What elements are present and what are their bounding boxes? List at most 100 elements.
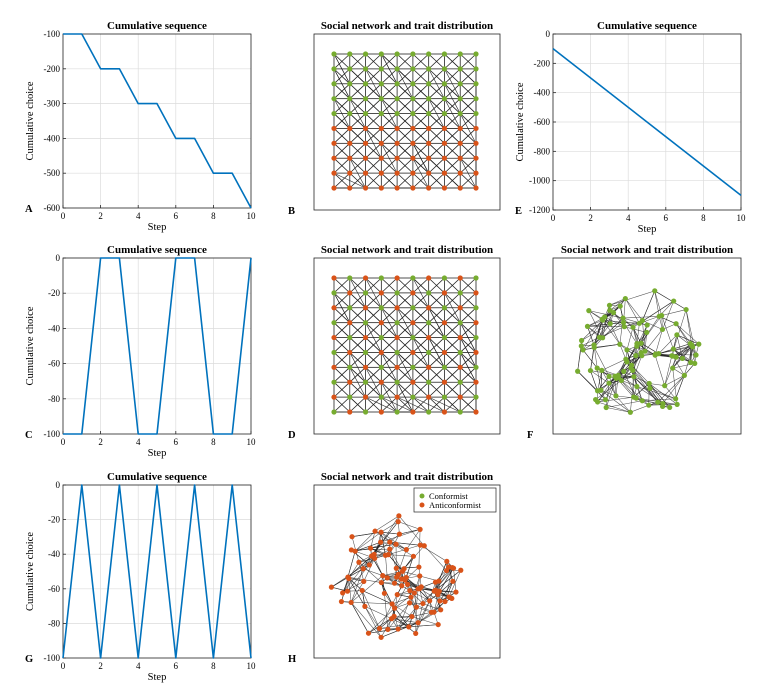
anticonformist-node (393, 565, 399, 571)
anticonformist-node (356, 559, 362, 565)
anticonformist-node (378, 320, 384, 326)
network-edge (333, 292, 351, 309)
conformist-node (693, 352, 699, 358)
network-edge (396, 396, 429, 413)
network-edge (630, 404, 649, 413)
network-edge (609, 298, 626, 311)
anticonformist-node (347, 320, 353, 326)
conformist-node (683, 306, 689, 313)
anticonformist-node (378, 290, 384, 296)
anticonformist-node (438, 607, 444, 613)
network-edge (349, 352, 366, 383)
conformist-node (621, 324, 627, 330)
network-edge (363, 558, 375, 582)
network-edge (416, 606, 432, 613)
conformist-node (607, 321, 613, 327)
network-edge (428, 337, 445, 368)
x-tick-label: 4 (136, 211, 141, 221)
network-edge (649, 383, 670, 408)
anticonformist-node (394, 592, 400, 598)
network-edge (388, 554, 414, 557)
anticonformist-node (378, 409, 384, 415)
panel-H: Social network and trait distribution Con… (288, 471, 501, 665)
panel-E: Cumulative sequence 0 2 4 6 8 10 -1200 -1000 -800… (515, 20, 746, 235)
conformist-node (644, 322, 650, 328)
anticonformist-node (362, 275, 369, 281)
conformist-node (628, 365, 634, 371)
network-edge (597, 370, 603, 391)
conformist-node (457, 81, 463, 87)
y-tick-label: -40 (48, 549, 60, 559)
network-edge (459, 53, 477, 70)
conformist-node (655, 399, 661, 405)
network-edge (396, 307, 414, 338)
network-edge (349, 396, 366, 413)
x-tick-label: 8 (211, 437, 216, 447)
anticonformist-node (361, 578, 367, 585)
network-edge (333, 53, 351, 70)
anticonformist-node (457, 140, 463, 146)
network-edge (411, 616, 439, 625)
network-edge (664, 355, 673, 386)
network-edge (384, 593, 389, 630)
network-edge (609, 290, 655, 306)
network-edge (349, 352, 366, 368)
conformist-node (410, 66, 416, 72)
anticonformist-node (441, 379, 448, 385)
anticonformist-node (457, 170, 463, 176)
conformist-node (673, 354, 679, 360)
network-edge (661, 309, 687, 316)
x-tick-label: 2 (588, 213, 593, 223)
network-edge (444, 367, 461, 383)
anticonformist-node (473, 320, 479, 326)
network-edge (397, 616, 413, 630)
conformist-node (621, 368, 627, 374)
anticonformist-node (406, 624, 412, 630)
network-edge (381, 98, 398, 129)
chart-title: Cumulative sequence (597, 20, 697, 32)
network-edge (333, 68, 351, 99)
conformist-node (457, 110, 463, 117)
anticonformist-node (404, 581, 411, 587)
network-edge (381, 277, 398, 294)
y-tick-label: -1000 (529, 176, 550, 186)
network-edge (625, 298, 640, 324)
network-edge (398, 515, 425, 546)
network-edge (349, 98, 366, 114)
anticonformist-node (378, 379, 384, 385)
anticonformist-node (394, 170, 400, 176)
anticonformist-node (392, 605, 398, 611)
conformist-node (473, 305, 479, 311)
network-edge (381, 396, 414, 413)
y-tick-label: -20 (48, 288, 60, 298)
conformist-node (410, 81, 416, 87)
conformist-node (441, 364, 448, 370)
x-axis-label: Step (148, 672, 167, 683)
network-edge (602, 322, 624, 339)
network-edge (640, 324, 648, 344)
anticonformist-node (410, 290, 416, 296)
conformist-node (347, 110, 353, 117)
anticonformist-node (441, 349, 448, 356)
network-edge (444, 292, 461, 309)
anticonformist-node (394, 275, 400, 281)
network-edge (396, 337, 414, 353)
network-edge (428, 307, 445, 338)
network-edge (632, 327, 642, 353)
x-tick-label: 10 (737, 213, 747, 223)
network-edge (684, 363, 695, 376)
network-edge (654, 290, 687, 310)
network-edge (444, 98, 461, 114)
network-edge (393, 594, 398, 617)
network-edge (577, 371, 598, 391)
network-edge (374, 541, 390, 555)
conformist-node (671, 298, 677, 304)
anticonformist-node (347, 140, 353, 146)
anticonformist-node (410, 155, 416, 161)
network-edge (358, 562, 365, 582)
anticonformist-node (394, 394, 400, 400)
anticonformist-node (376, 625, 383, 632)
anticonformist-node (410, 349, 416, 356)
network-edge (412, 337, 429, 368)
conformist-node (615, 374, 621, 380)
